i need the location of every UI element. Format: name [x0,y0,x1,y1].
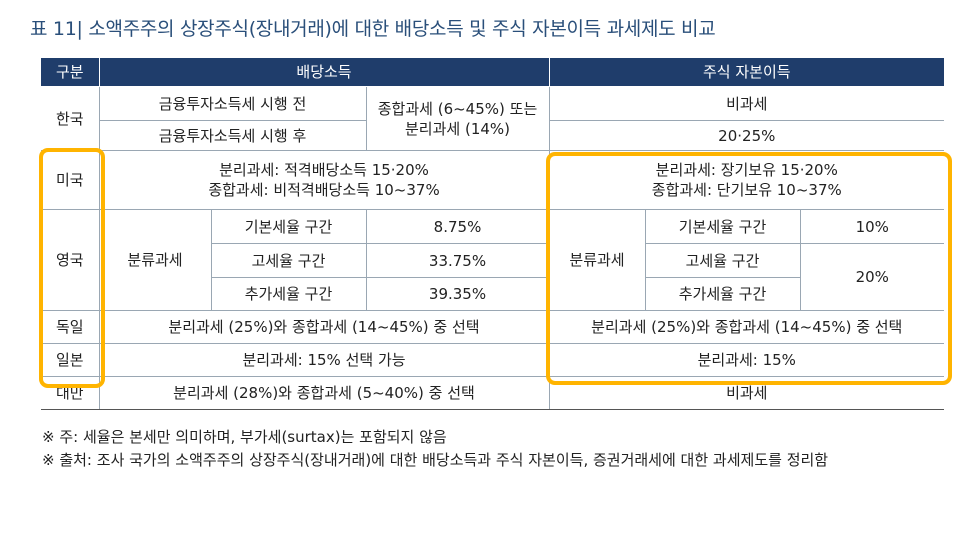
row-korea-after: 금융투자소득세 시행 후 20·25% [41,120,945,151]
country-uk: 영국 [41,209,100,311]
footnote-note-text: 세율은 본세만 의미하며, 부가세(surtax)는 포함되지 않음 [82,428,447,446]
country-usa: 미국 [41,150,100,210]
row-uk-basic: 영국 분류과세 기본세율 구간 8.75% 분류과세 기본세율 구간 10% [41,209,945,311]
row-japan: 일본 분리과세: 15% 선택 가능 분리과세: 15% [41,343,945,377]
uk-dividend-rate: 8.75% [365,209,550,244]
uk-dividend-band: 추가세율 구간 [211,277,367,311]
uk-capital-rate: 20% [799,243,945,311]
footnote-note: ※ 주: 세율은 본세만 의미하며, 부가세(surtax)는 포함되지 않음 [42,426,947,449]
row-uk-higher: 고세율 구간 33.75% 고세율 구간 20% [41,243,945,311]
taiwan-dividend: 분리과세 (28%)와 종합과세 (5~40%) 중 선택 [98,376,550,410]
footnote-source: ※ 출처: 조사 국가의 소액주주의 상장주식(장내거래)에 대한 배당소득과 … [42,449,947,472]
uk-dividend-type: 분류과세 [98,209,212,311]
usa-capital: 분리과세: 장기보유 15·20% 종합과세: 단기보유 10~37% [548,150,945,210]
header-dividend: 배당소득 [98,57,550,87]
uk-dividend-band: 기본세율 구간 [210,209,367,244]
uk-dividend-rate: 33.75% [365,243,550,278]
usa-dividend: 분리과세: 적격배당소득 15·20% 종합과세: 비적격배당소득 10~37% [98,150,550,210]
uk-capital-band: 추가세율 구간 [644,277,801,311]
header-capital-gains: 주식 자본이득 [548,57,945,87]
korea-capital-after: 20·25% [548,120,945,151]
row-germany: 독일 분리과세 (25%)와 종합과세 (14~45%) 중 선택 분리과세 (… [41,310,945,344]
row-usa: 미국 분리과세: 적격배당소득 15·20% 종합과세: 비적격배당소득 10~… [41,150,945,210]
taiwan-capital: 비과세 [548,376,945,410]
korea-before-label: 금융투자소득세 시행 전 [98,86,367,121]
germany-dividend: 분리과세 (25%)와 종합과세 (14~45%) 중 선택 [98,310,550,344]
uk-dividend-band: 고세율 구간 [211,243,367,278]
japan-capital: 분리과세: 15% [548,343,945,377]
uk-capital-band: 기본세율 구간 [644,209,801,244]
uk-capital-band: 고세율 구간 [644,243,801,278]
row-korea-before: 한국 금융투자소득세 시행 전 종합과세 (6~45%) 또는 분리과세 (14… [41,86,945,151]
tax-comparison-table: 구분 배당소득 주식 자본이득 한국 금융투자소득세 시행 전 종합과세 (6~… [41,57,945,410]
korea-dividend-rate-line1: 종합과세 (6~45%) 또는 [377,99,538,118]
korea-dividend-rate-line2: 분리과세 (14%) [405,119,511,138]
usa-dividend-line2: 종합과세: 비적격배당소득 10~37% [208,181,440,199]
table-title: 표 11| 소액주주의 상장주식(장내거래)에 대한 배당소득 및 주식 자본이… [30,18,716,40]
footnote-note-mark: ※ 주: [42,428,83,446]
usa-capital-line2: 종합과세: 단기보유 10~37% [651,181,842,199]
country-japan: 일본 [41,343,100,377]
japan-dividend: 분리과세: 15% 선택 가능 [98,343,550,377]
footnote-source-mark: ※ 출처: [42,451,97,469]
country-germany: 독일 [41,310,100,344]
footnote-source-text: 조사 국가의 소액주주의 상장주식(장내거래)에 대한 배당소득과 주식 자본이… [96,451,829,469]
country-taiwan: 대만 [41,376,100,410]
korea-dividend-rate: 종합과세 (6~45%) 또는 분리과세 (14%) [365,86,550,151]
korea-capital-before: 비과세 [548,86,945,121]
germany-capital: 분리과세 (25%)와 종합과세 (14~45%) 중 선택 [548,310,945,344]
usa-capital-line1: 분리과세: 장기보유 15·20% [655,161,838,179]
uk-capital-type: 분류과세 [548,209,646,311]
usa-dividend-line1: 분리과세: 적격배당소득 15·20% [219,161,429,179]
korea-after-label: 금융투자소득세 시행 후 [99,120,367,151]
uk-capital-rate: 10% [799,209,945,244]
header-row: 구분 배당소득 주식 자본이득 [41,57,945,87]
row-taiwan: 대만 분리과세 (28%)와 종합과세 (5~40%) 중 선택 비과세 [41,376,945,410]
country-korea: 한국 [41,86,100,151]
uk-dividend-rate: 39.35% [365,277,550,311]
header-category: 구분 [41,57,100,87]
footnotes: ※ 주: 세율은 본세만 의미하며, 부가세(surtax)는 포함되지 않음 … [42,426,947,472]
